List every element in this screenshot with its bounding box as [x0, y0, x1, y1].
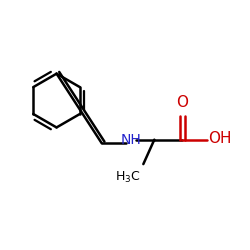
Text: NH: NH	[120, 133, 141, 147]
Text: OH: OH	[208, 131, 232, 146]
Text: H$_3$C: H$_3$C	[115, 170, 141, 185]
Text: O: O	[176, 95, 188, 110]
